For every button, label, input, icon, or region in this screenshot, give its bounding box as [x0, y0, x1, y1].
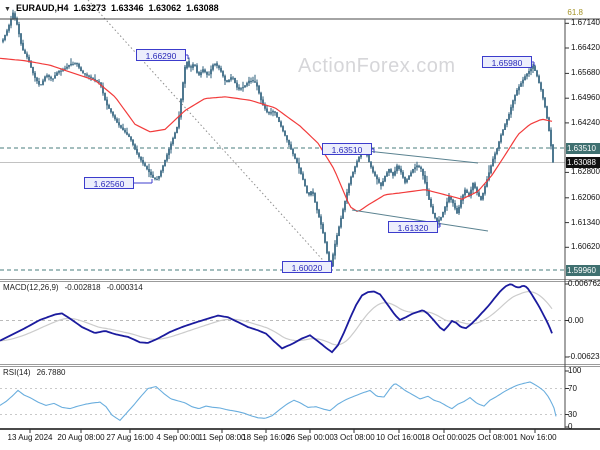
- rsi-name: RSI(14): [3, 368, 31, 377]
- chevron-down-icon[interactable]: ▼: [4, 6, 11, 13]
- macd-main-value: -0.002818: [64, 283, 101, 292]
- ohlc-close: 1.63088: [186, 3, 219, 13]
- ohlc-low: 1.63062: [148, 3, 182, 13]
- fib-level-label: 61.8: [567, 8, 583, 17]
- macd-indicator-label: MACD(12,26,9) -0.002818 -0.000314: [3, 283, 149, 292]
- macd-name: MACD(12,26,9): [3, 283, 59, 292]
- rsi-indicator-label: RSI(14) 26.7880: [3, 368, 71, 377]
- rsi-value: 26.7880: [36, 368, 66, 377]
- watermark: ActionForex.com: [298, 55, 456, 77]
- symbol-timeframe: EURAUD,H4: [15, 3, 69, 13]
- ohlc-high: 1.63346: [111, 3, 144, 13]
- macd-signal-value: -0.000314: [106, 283, 143, 292]
- ohlc-open: 1.63273: [73, 3, 106, 13]
- chart-title-bar: ▼ EURAUD,H4 1.63273 1.63346 1.63062 1.63088: [4, 3, 224, 13]
